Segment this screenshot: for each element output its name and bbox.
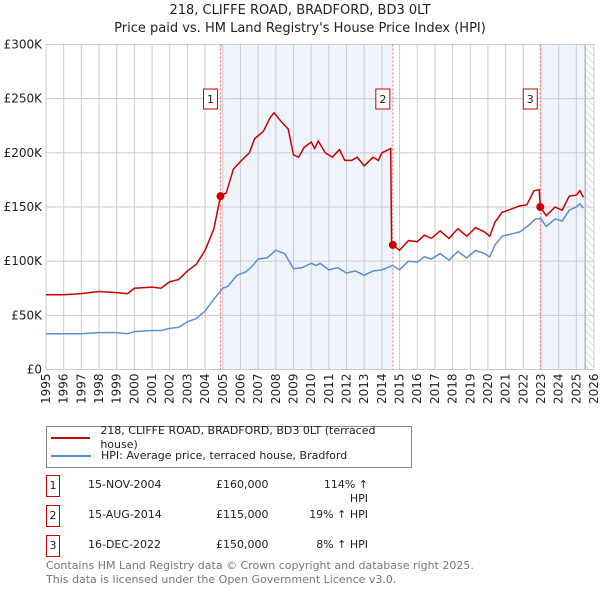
x-tick-label: 2023	[534, 374, 548, 405]
x-tick-label: 2024	[552, 374, 566, 405]
legend-item-hpi: HPI: Average price, terraced house, Brad…	[51, 449, 347, 463]
x-tick-label: 2015	[393, 374, 407, 405]
x-tick-label: 2007	[251, 374, 265, 405]
sale-point	[388, 240, 397, 249]
x-tick-label: 2004	[198, 374, 212, 405]
x-tick-label: 2000	[127, 374, 141, 405]
footer: Contains HM Land Registry data © Crown c…	[46, 559, 474, 586]
x-tick-label: 2021	[499, 374, 513, 405]
legend-swatch-blue	[51, 455, 91, 457]
x-tick-label: 2019	[463, 374, 477, 405]
sale-label: 3	[527, 93, 534, 106]
sale-point	[216, 192, 225, 201]
x-tick-label: 2001	[145, 374, 159, 405]
x-tick-label: 2010	[304, 374, 318, 405]
y-tick-label: £0	[27, 363, 42, 377]
sale-label-box	[522, 88, 538, 110]
legend-swatch-red	[51, 437, 91, 439]
x-tick-label: 2005	[216, 374, 230, 405]
sale-row: 1 15-NOV-2004 £160,000 114% ↑ HPI	[46, 475, 446, 505]
x-tick-label: 2018	[446, 374, 460, 405]
x-tick-label: 2017	[428, 374, 442, 405]
x-tick-label: 2002	[163, 374, 177, 405]
x-tick-label: 2022	[516, 374, 530, 405]
y-tick-label: £250K	[4, 92, 44, 106]
x-tick-label: 2016	[410, 374, 424, 405]
x-tick-label: 1995	[39, 374, 53, 405]
sale-label: 1	[207, 93, 214, 106]
y-tick-label: £150K	[4, 200, 44, 214]
x-tick-label: 2025	[569, 374, 583, 405]
legend: 218, CLIFFE ROAD, BRADFORD, BD3 0LT (ter…	[46, 424, 412, 468]
x-tick-label: 1996	[57, 374, 71, 405]
x-tick-label: 2020	[481, 374, 495, 405]
x-tick-label: 2008	[269, 374, 283, 405]
sale-label-box	[375, 88, 391, 110]
x-tick-label: 2014	[375, 374, 389, 405]
y-tick-label: £100K	[4, 254, 44, 268]
x-tick-label: 2012	[340, 374, 354, 405]
legend-item-property: 218, CLIFFE ROAD, BRADFORD, BD3 0LT (ter…	[51, 424, 411, 451]
property-line	[46, 111, 585, 296]
x-tick-label: 2009	[286, 374, 300, 405]
x-tick-label: 1997	[74, 374, 88, 405]
sale-row: 3 16-DEC-2022 £150,000 8% ↑ HPI	[46, 535, 446, 557]
x-tick-label: 1999	[110, 374, 124, 405]
y-tick-label: £200K	[4, 146, 44, 160]
x-tick-label: 1998	[92, 374, 106, 405]
sale-label-box	[202, 88, 218, 110]
y-tick-label: £300K	[4, 38, 44, 52]
sale-row: 2 15-AUG-2014 £115,000 19% ↑ HPI	[46, 505, 446, 527]
sale-point	[536, 203, 545, 211]
x-tick-label: 2026	[587, 374, 600, 405]
sale-label: 2	[379, 93, 386, 106]
x-tick-label: 2013	[357, 374, 371, 405]
y-tick-label: £50K	[11, 308, 43, 322]
x-tick-label: 2003	[180, 374, 194, 405]
x-tick-label: 2006	[233, 374, 247, 405]
x-tick-label: 2011	[322, 374, 336, 405]
hpi-line	[46, 202, 584, 335]
chart-title: 218, CLIFFE ROAD, BRADFORD, BD3 0LT Price…	[114, 3, 486, 36]
